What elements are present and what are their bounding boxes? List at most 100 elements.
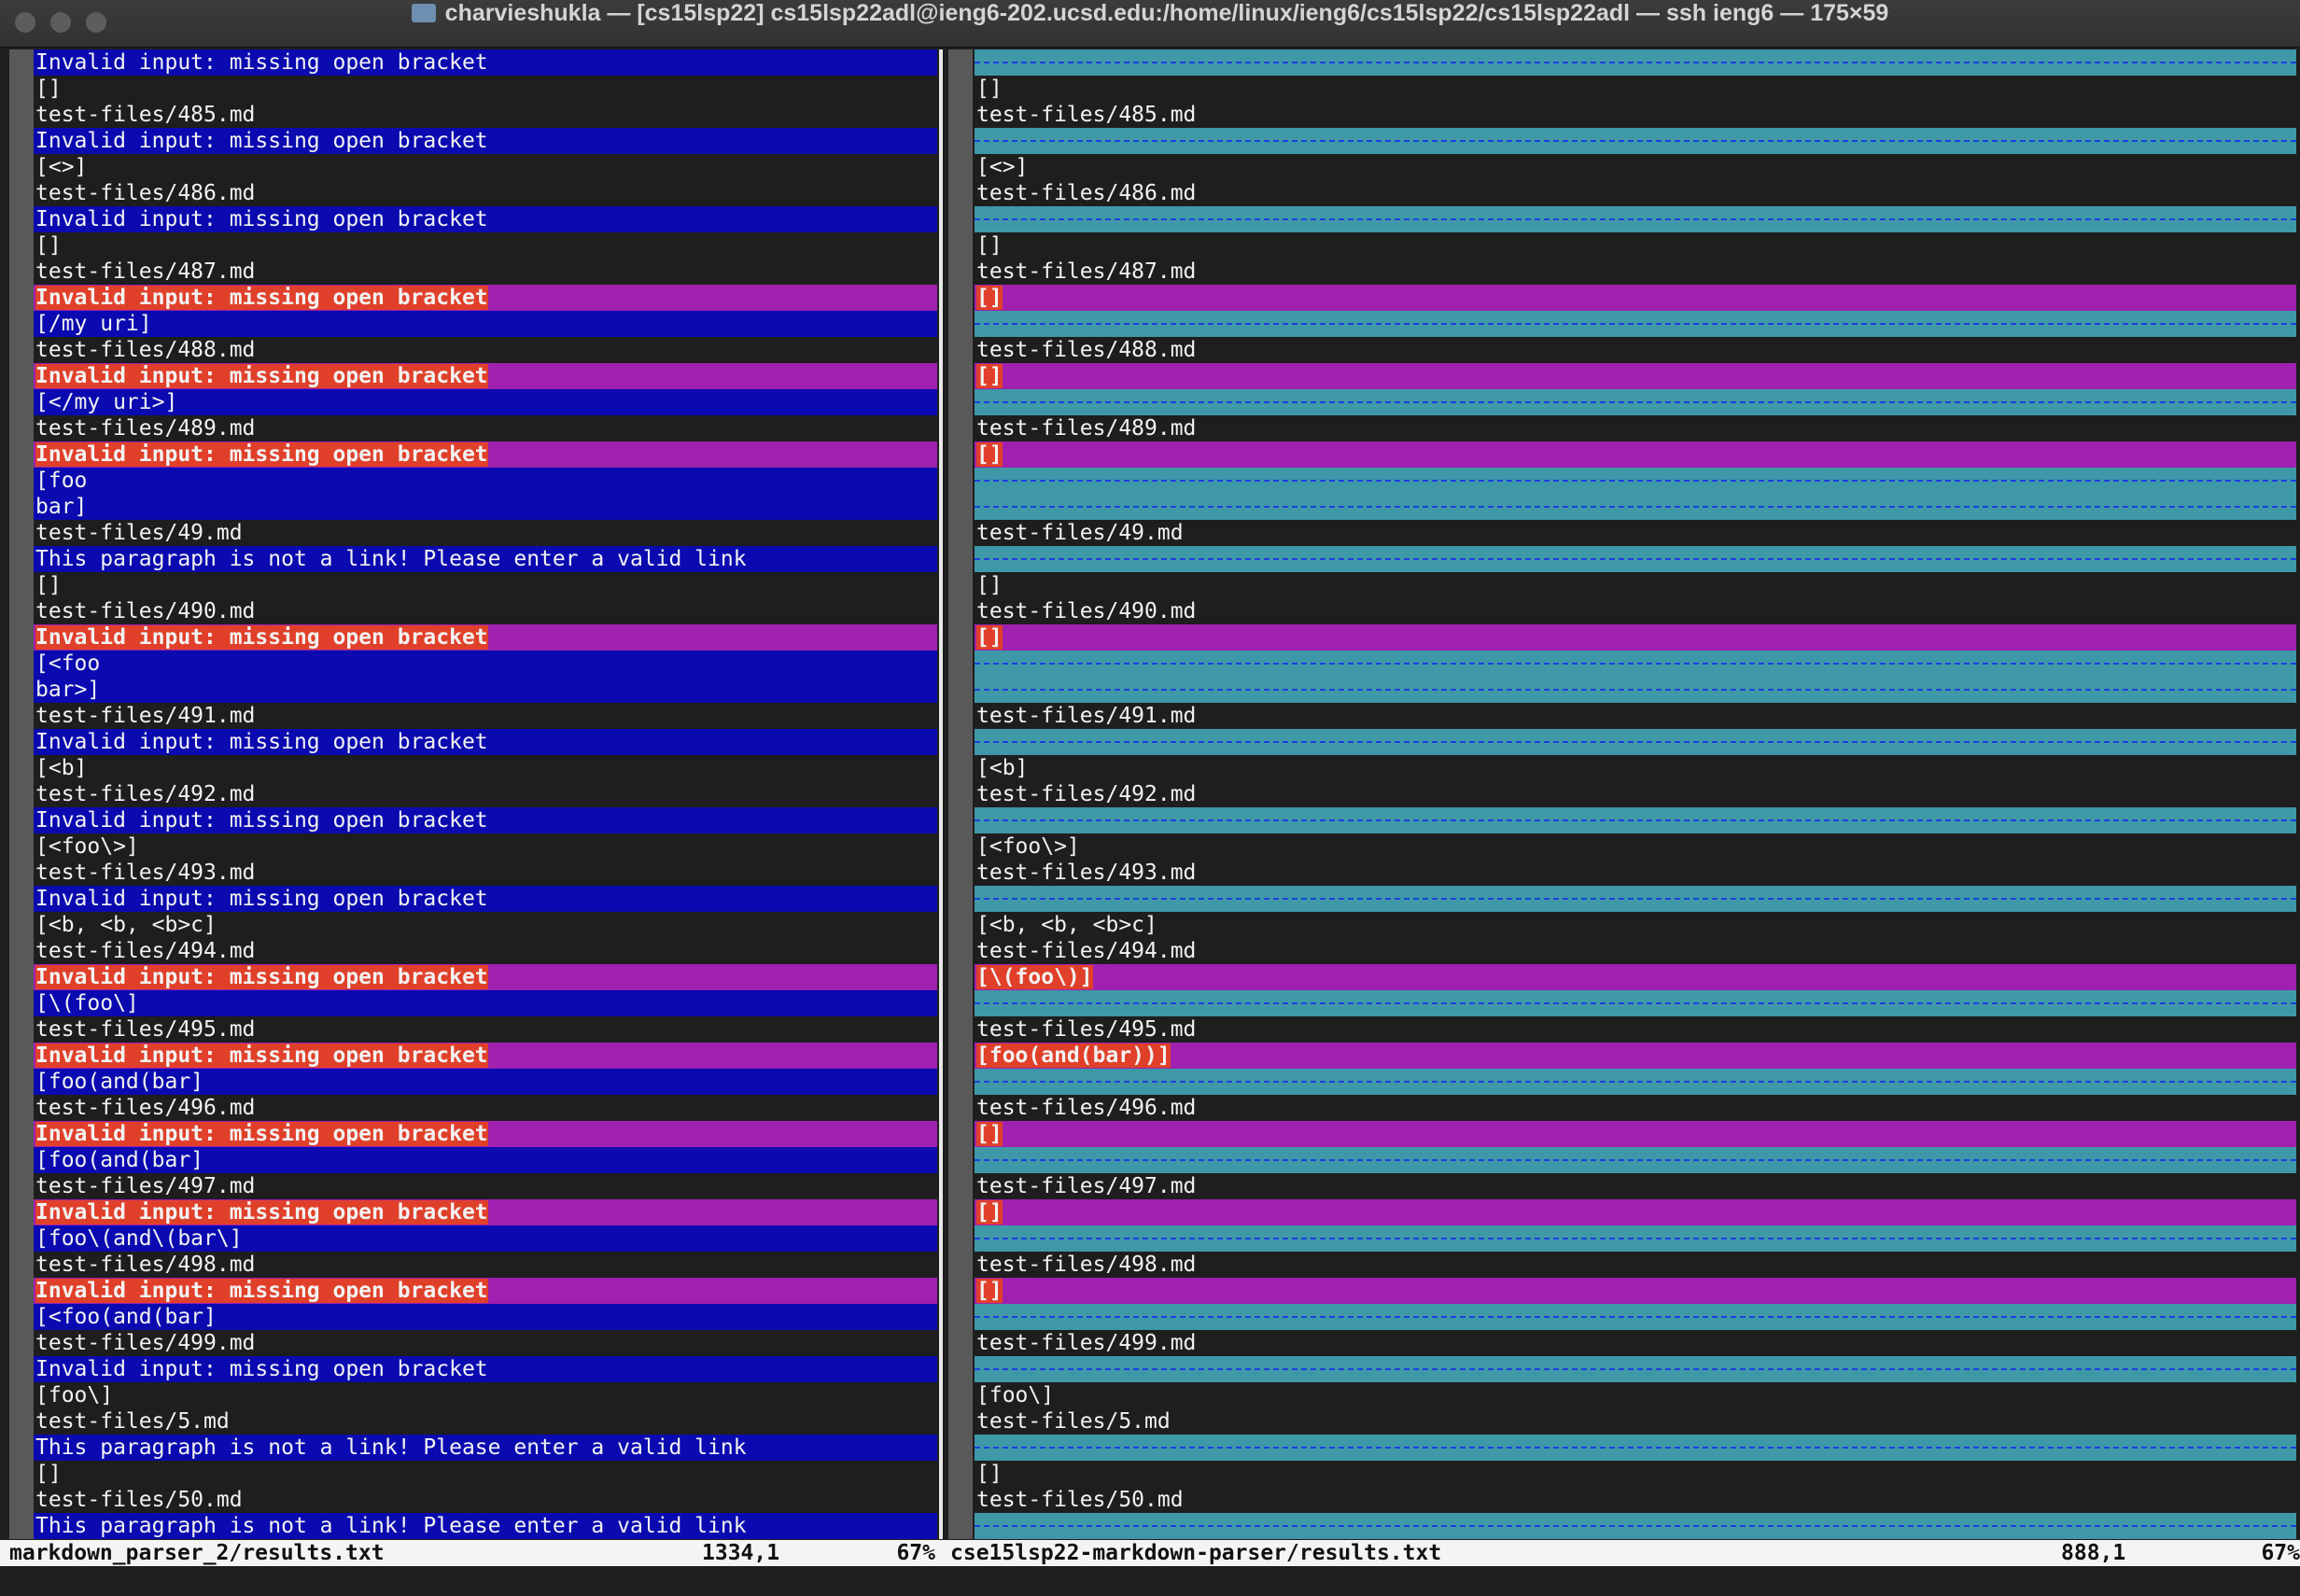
right-line: test-files/499.md <box>975 1330 2296 1356</box>
split-separator <box>939 441 943 468</box>
right-line: test-files/492.md <box>975 781 2296 807</box>
fold-column <box>9 102 34 128</box>
diff-row: Invalid input: missing open bracket <box>0 128 2300 154</box>
diff-row: This paragraph is not a link! Please ent… <box>0 1435 2300 1461</box>
fold-column <box>9 494 34 520</box>
split-separator <box>939 363 943 389</box>
line-text: Invalid input: missing open bracket <box>35 1122 488 1146</box>
left-line: Invalid input: missing open bracket <box>34 807 937 833</box>
line-text: [foo(and(bar] <box>35 1070 204 1094</box>
right-line: [<>] <box>975 154 2296 180</box>
line-text: [] <box>976 625 1003 650</box>
left-line: test-files/493.md <box>34 860 937 886</box>
split-separator <box>939 781 943 807</box>
right-line: test-files/488.md <box>975 337 2296 363</box>
line-text: [\(foo\)] <box>976 965 1093 989</box>
fold-column <box>948 1408 973 1435</box>
close-button[interactable] <box>15 12 35 33</box>
line-text: [] <box>976 1200 1003 1225</box>
diff-row: test-files/49.md test-files/49.md <box>0 520 2300 546</box>
split-separator <box>939 912 943 938</box>
fold-column <box>9 938 34 964</box>
fold-column <box>948 703 973 729</box>
fold-column <box>948 468 973 494</box>
line-text: [/my uri] <box>35 312 152 336</box>
line-text: This paragraph is not a link! Please ent… <box>35 1435 747 1460</box>
line-text: test-files/490.md <box>976 599 1197 623</box>
line-text: test-files/485.md <box>35 103 256 127</box>
fold-column <box>9 1095 34 1121</box>
filler-dashes <box>975 401 2296 403</box>
diff-row: This paragraph is not a link! Please ent… <box>0 1513 2300 1539</box>
filler-line <box>975 990 2296 1016</box>
left-line: This paragraph is not a link! Please ent… <box>34 546 937 572</box>
fold-column <box>9 1513 34 1539</box>
split-separator <box>939 1173 943 1199</box>
split-separator <box>939 232 943 259</box>
right-line: [] <box>975 1121 2296 1147</box>
fold-column <box>948 624 973 651</box>
split-separator <box>939 128 943 154</box>
line-text: bar] <box>35 495 88 519</box>
fold-column <box>948 598 973 624</box>
diff-row: test-files/486.md test-files/486.md <box>0 180 2300 206</box>
line-text: [<b] <box>976 756 1029 780</box>
line-text: [] <box>35 77 62 101</box>
filler-line <box>975 677 2296 703</box>
diff-row: [<foo <box>0 651 2300 677</box>
fold-column <box>948 415 973 441</box>
right-line: [<foo\>] <box>975 833 2296 860</box>
fold-column <box>948 964 973 990</box>
zoom-button[interactable] <box>86 12 106 33</box>
line-text: test-files/49.md <box>976 521 1184 545</box>
filler-line <box>975 128 2296 154</box>
line-text: [<>] <box>976 155 1029 179</box>
line-text: [] <box>976 364 1003 388</box>
filler-line <box>975 886 2296 912</box>
line-text: test-files/496.md <box>35 1096 256 1120</box>
fold-column <box>9 520 34 546</box>
line-text: [foo\] <box>35 1383 114 1407</box>
line-text: [] <box>35 233 62 258</box>
right-line: [] <box>975 1278 2296 1304</box>
split-separator <box>939 1121 943 1147</box>
split-separator <box>939 1147 943 1173</box>
line-text: test-files/495.md <box>35 1017 256 1042</box>
fold-column <box>948 1043 973 1069</box>
filler-line <box>975 546 2296 572</box>
fold-column <box>9 1225 34 1252</box>
filler-dashes <box>975 819 2296 821</box>
fold-column <box>9 807 34 833</box>
filler-line <box>975 1435 2296 1461</box>
line-text: bar>] <box>35 678 101 702</box>
filler-dashes <box>975 1316 2296 1318</box>
split-separator <box>939 154 943 180</box>
diff-row: [foo\] [foo\] <box>0 1382 2300 1408</box>
right-line: test-files/495.md <box>975 1016 2296 1043</box>
fold-column <box>948 520 973 546</box>
fold-column <box>948 651 973 677</box>
diff-row: test-files/494.md test-files/494.md <box>0 938 2300 964</box>
line-text: test-files/497.md <box>976 1174 1197 1198</box>
fold-column <box>948 1147 973 1173</box>
left-line: This paragraph is not a link! Please ent… <box>34 1513 937 1539</box>
split-separator <box>939 180 943 206</box>
minimize-button[interactable] <box>50 12 71 33</box>
folder-icon <box>411 4 436 22</box>
fold-column <box>948 1435 973 1461</box>
fold-column <box>9 154 34 180</box>
filler-line <box>975 1356 2296 1382</box>
line-text: [] <box>976 442 1003 467</box>
line-text: test-files/491.md <box>35 704 256 728</box>
diff-row: [foo\(and\(bar\] <box>0 1225 2300 1252</box>
fold-column <box>948 128 973 154</box>
left-line: test-files/489.md <box>34 415 937 441</box>
line-text: [<b] <box>35 756 88 780</box>
split-separator <box>939 520 943 546</box>
fold-column <box>948 311 973 337</box>
line-text: test-files/492.md <box>976 782 1197 806</box>
diff-row: test-files/495.md test-files/495.md <box>0 1016 2300 1043</box>
fold-column <box>9 1043 34 1069</box>
fold-column <box>948 1513 973 1539</box>
